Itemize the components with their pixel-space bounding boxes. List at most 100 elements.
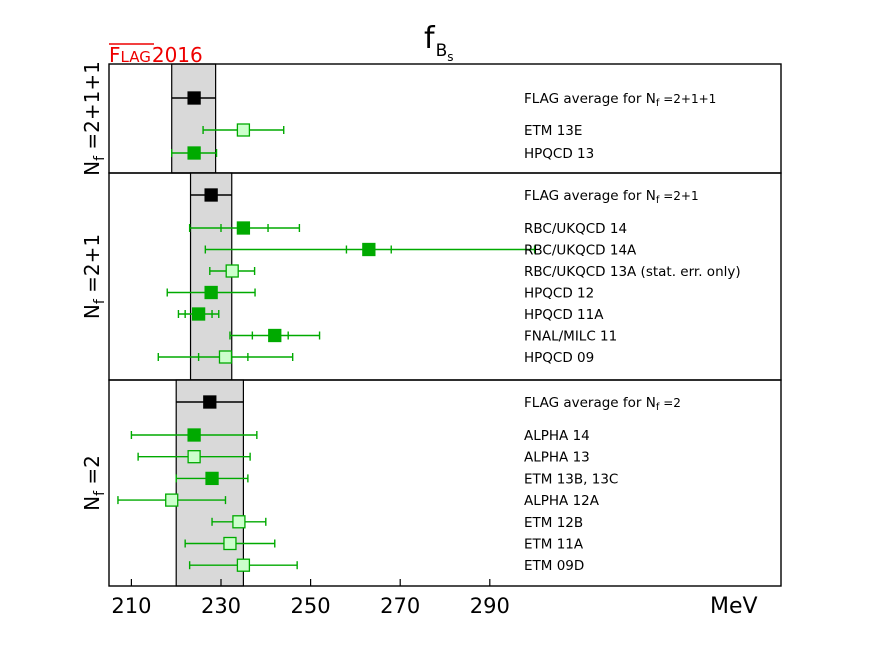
open-marker [223, 536, 237, 551]
panel-ylabel-main: N [80, 304, 104, 319]
panel-ylabel-rest: =2+1+1 [80, 61, 104, 156]
point-label-text: ALPHA 14 [524, 428, 590, 444]
average-marker [203, 395, 217, 409]
point-label-text: FLAG average for N [524, 395, 656, 411]
panel-ylabel: Nf =2 [80, 455, 108, 511]
point-label: ETM 09D [524, 558, 584, 574]
point-label: FLAG average for Nf =2+1+1 [524, 91, 716, 109]
point-label: HPQCD 13 [524, 146, 594, 162]
point-label-text: ETM 12B [524, 515, 583, 531]
filled-marker [191, 307, 206, 321]
data-point [166, 285, 256, 300]
open-marker [225, 264, 239, 278]
point-label: FLAG average for Nf =2 [524, 395, 681, 413]
x-tick-label: 290 [470, 594, 510, 618]
point-label: RBC/UKQCD 13A (stat. err. only) [524, 264, 741, 280]
data-point [171, 91, 216, 105]
point-label-text: HPQCD 12 [524, 286, 594, 302]
data-point [188, 221, 301, 235]
panel-ylabel: Nf =2+1+1 [80, 61, 108, 176]
point-label: FNAL/MILC 11 [524, 329, 617, 345]
open-marker [232, 515, 246, 529]
point-label-text: RBC/UKQCD 14 [524, 221, 627, 237]
flag-logo: FLAG2016 [109, 43, 203, 67]
filled-marker [205, 471, 219, 486]
point-label-text: FLAG average for N [524, 188, 656, 204]
panel-ylabel-sub: f [92, 155, 108, 161]
point-label-text: RBC/UKQCD 14A [524, 243, 637, 259]
point-label-text: HPQCD 11A [524, 307, 604, 323]
filled-marker [187, 428, 201, 442]
average-marker [187, 91, 201, 105]
x-axis: 210 230 250 270 290 [111, 579, 510, 618]
average-marker [204, 188, 218, 202]
data-point [130, 428, 258, 442]
point-label-text: ETM 11A [524, 537, 584, 553]
point-label: HPQCD 12 [524, 286, 594, 302]
x-tick-label: 250 [291, 594, 331, 618]
data-point [211, 515, 267, 529]
point-label: RBC/UKQCD 14A [524, 243, 637, 259]
x-tick-label: 230 [201, 594, 241, 618]
data-point [184, 536, 276, 551]
point-label: HPQCD 11A [524, 307, 604, 323]
average-band [189, 172, 233, 381]
svg-text:FLAG2016: FLAG2016 [109, 43, 203, 67]
filled-marker [362, 242, 376, 257]
open-marker [165, 493, 179, 507]
chart-title: fBs [424, 21, 454, 64]
open-marker [218, 350, 233, 364]
point-label: RBC/UKQCD 14 [524, 221, 627, 237]
data-point [190, 188, 232, 202]
flag-logo-prefix: F [109, 43, 121, 67]
data-point [202, 123, 285, 137]
panel-ylabel-sub: f [92, 490, 108, 496]
point-label-text: ALPHA 12A [524, 493, 600, 509]
point-label-rest: =2+1 [659, 189, 698, 203]
x-tick-label: 270 [380, 594, 420, 618]
data-point [204, 242, 536, 257]
point-label: ETM 13B, 13C [524, 471, 618, 487]
data-point [229, 328, 321, 343]
panel-ylabel-rest: =2+1 [80, 234, 104, 299]
data-point [137, 450, 251, 464]
filled-marker [268, 328, 282, 343]
point-label: ETM 12B [524, 515, 583, 531]
filled-marker [204, 285, 218, 300]
point-label: ALPHA 12A [524, 493, 600, 509]
data-point [209, 264, 256, 278]
point-label-rest: =2+1+1 [659, 92, 716, 106]
open-marker [236, 558, 251, 572]
open-marker [187, 450, 201, 464]
data-point [177, 307, 220, 321]
panel-ylabel-main: N [80, 496, 104, 511]
flag-logo-rest: LAG [121, 48, 151, 66]
x-axis-label: MeV [710, 594, 758, 619]
point-label-sub: f [656, 98, 660, 109]
open-marker [236, 123, 251, 137]
panel-ylabel-main: N [80, 161, 104, 176]
point-label: FLAG average for Nf =2+1 [524, 188, 699, 206]
data-point [188, 558, 298, 572]
point-label-text: HPQCD 09 [524, 350, 594, 366]
filled-marker [187, 146, 201, 160]
point-label-text: FNAL/MILC 11 [524, 329, 617, 345]
panel-ylabel-sub: f [92, 298, 108, 304]
panel-frame [108, 379, 782, 587]
point-label-sub: f [656, 402, 660, 413]
point-label: ETM 11A [524, 537, 584, 553]
point-label: ALPHA 13 [524, 450, 590, 466]
data-point [176, 395, 244, 409]
data-point [175, 471, 249, 486]
point-label-text: ETM 13E [524, 123, 582, 139]
data-point [171, 146, 218, 160]
panel-ylabel-rest: =2 [80, 455, 104, 491]
x-tick-label: 210 [111, 594, 151, 618]
point-label: ETM 13E [524, 123, 582, 139]
point-label-sub: f [656, 195, 660, 206]
